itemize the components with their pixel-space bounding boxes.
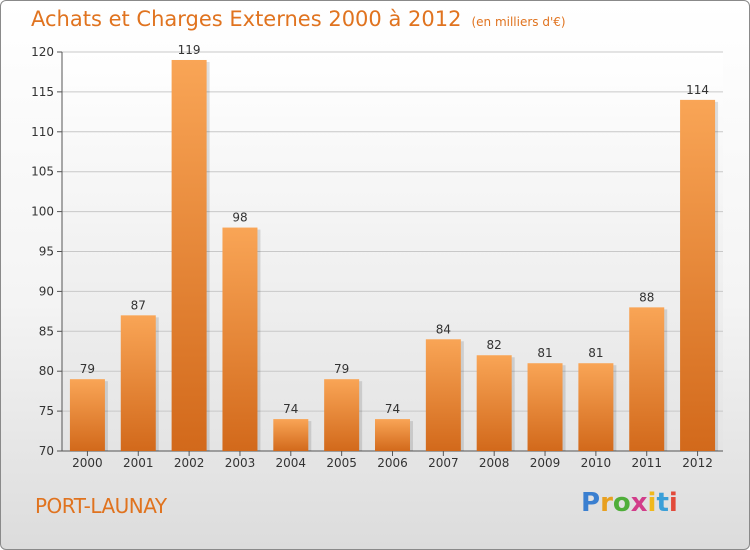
data-label: 74 xyxy=(385,402,400,416)
data-label: 87 xyxy=(131,298,146,312)
x-tick-label: 2009 xyxy=(530,456,561,470)
logo-letter: r xyxy=(600,488,613,518)
bar xyxy=(171,59,207,451)
logo-letter: i xyxy=(668,488,678,518)
chart-subtitle: (en milliers d'€) xyxy=(471,15,566,29)
bar xyxy=(69,379,105,451)
data-label: 82 xyxy=(487,338,502,352)
x-tick-label: 2003 xyxy=(225,456,256,470)
chart-title: Achats et Charges Externes 2000 à 2012 xyxy=(31,7,462,31)
y-tick-label: 100 xyxy=(31,205,54,219)
data-label: 74 xyxy=(283,402,298,416)
x-tick-label: 2011 xyxy=(631,456,662,470)
logo-letter: x xyxy=(630,488,648,518)
data-label: 88 xyxy=(639,290,654,304)
x-tick-label: 2002 xyxy=(174,456,205,470)
place-name: PORT-LAUNAY xyxy=(35,494,167,518)
logo-letter: t xyxy=(656,488,669,518)
x-tick-label: 2008 xyxy=(479,456,510,470)
y-tick-label: 95 xyxy=(39,245,54,259)
x-tick-label: 2010 xyxy=(581,456,612,470)
data-label: 114 xyxy=(686,83,709,97)
data-label: 84 xyxy=(436,322,451,336)
data-label: 79 xyxy=(334,362,349,376)
bar xyxy=(578,363,614,451)
data-label: 79 xyxy=(80,362,95,376)
x-tick-label: 2001 xyxy=(123,456,154,470)
x-tick-label: 2000 xyxy=(72,456,103,470)
y-tick-label: 75 xyxy=(39,404,54,418)
x-tick-label: 2012 xyxy=(682,456,713,470)
bar xyxy=(527,363,563,451)
data-label: 81 xyxy=(537,346,552,360)
logo-letter: P xyxy=(581,488,601,518)
y-tick-label: 85 xyxy=(39,324,54,338)
y-tick-label: 105 xyxy=(31,165,54,179)
x-tick-label: 2007 xyxy=(428,456,459,470)
y-tick-label: 90 xyxy=(39,284,54,298)
x-tick-label: 2004 xyxy=(276,456,307,470)
logo-letter: o xyxy=(612,488,631,518)
bar xyxy=(375,419,410,451)
data-label: 81 xyxy=(588,346,603,360)
y-tick-label: 115 xyxy=(31,85,54,99)
y-tick-label: 120 xyxy=(31,45,54,59)
bar xyxy=(680,99,716,451)
x-tick-label: 2005 xyxy=(326,456,357,470)
bar xyxy=(324,379,360,451)
logo-letter: i xyxy=(647,488,657,518)
bar xyxy=(629,307,665,451)
bar xyxy=(222,227,258,451)
data-label: 98 xyxy=(232,211,247,225)
bar xyxy=(273,419,309,451)
bar xyxy=(425,339,461,451)
y-tick-label: 70 xyxy=(39,444,54,458)
chart-title-block: Achats et Charges Externes 2000 à 2012 (e… xyxy=(31,7,566,31)
bar xyxy=(476,355,512,451)
x-tick-label: 2006 xyxy=(377,456,408,470)
y-tick-label: 80 xyxy=(39,364,54,378)
data-label: 119 xyxy=(178,43,201,57)
bar xyxy=(120,315,156,451)
y-tick-label: 110 xyxy=(31,125,54,139)
proxiti-logo: Proxiti xyxy=(581,488,678,518)
